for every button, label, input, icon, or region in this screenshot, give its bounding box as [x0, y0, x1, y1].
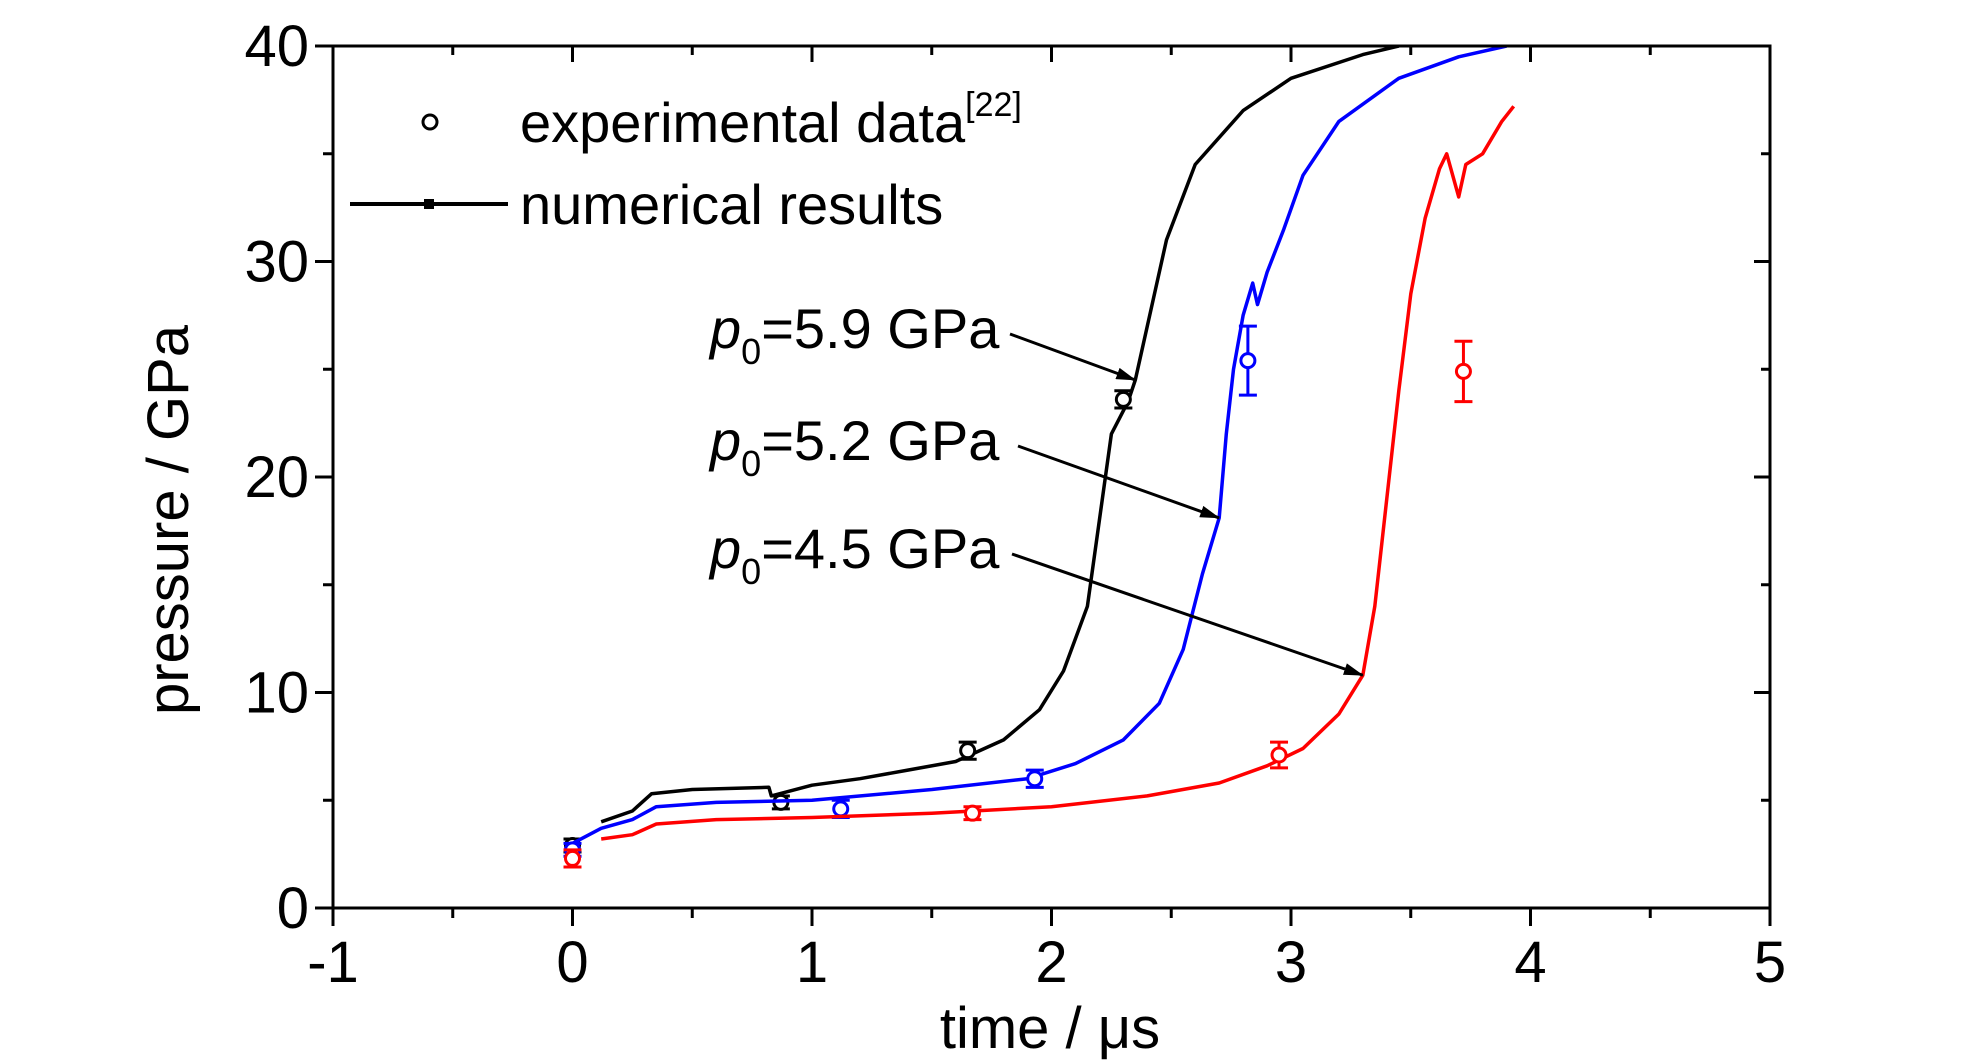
legend-label-experimental: experimental data[22] [520, 86, 1022, 154]
x-tick-label: 5 [1754, 930, 1786, 995]
series-line-0 [600, 46, 1400, 824]
annotation-4-5: p0=4.5 GPa [708, 517, 1000, 592]
data-marker [1454, 362, 1472, 380]
y-tick-label: 40 [244, 14, 309, 79]
annotation-5-9: p0=5.9 GPa [708, 297, 1000, 372]
data-marker [1026, 770, 1044, 788]
experimental-point-2-1 [963, 804, 982, 822]
experimental-point-2-3 [1454, 339, 1473, 404]
experimental-point-1-3 [1238, 324, 1257, 397]
y-axis-title: pressure / GPa [136, 324, 201, 715]
legend-marker-numerical [424, 199, 434, 209]
data-marker [1114, 390, 1132, 408]
data-marker [832, 800, 850, 818]
x-tick-label: 3 [1275, 930, 1307, 995]
y-tick-label: 10 [244, 661, 309, 726]
y-tick-label: 30 [244, 230, 309, 295]
experimental-point-1-2 [1025, 768, 1044, 789]
x-tick-label: -1 [307, 930, 359, 995]
annotation-arrow-2 [1011, 552, 1364, 677]
data-marker [1270, 746, 1288, 764]
x-tick-label: 1 [796, 930, 828, 995]
series-line-1 [571, 46, 1507, 845]
legend-label-numerical: numerical results [520, 173, 943, 236]
experimental-point-2-2 [1270, 740, 1289, 770]
annotation-5-2: p0=5.2 GPa [708, 409, 1000, 484]
x-axis-title: time / μs [940, 996, 1160, 1061]
data-marker [963, 804, 981, 822]
data-marker [959, 742, 977, 760]
legend-marker-experimental [421, 113, 439, 131]
x-tick-label: 4 [1514, 930, 1546, 995]
svg-text:p0=5.2 GPa: p0=5.2 GPa [708, 409, 1000, 484]
legend: experimental data[22] numerical results [350, 86, 1022, 236]
svg-text:p0=4.5 GPa: p0=4.5 GPa [708, 517, 1000, 592]
experimental-point-0-3 [1114, 389, 1133, 410]
x-tick-label: 0 [556, 930, 588, 995]
x-tick-label: 2 [1035, 930, 1067, 995]
data-marker [564, 849, 581, 867]
svg-text:p0=5.9 GPa: p0=5.9 GPa [708, 297, 1000, 372]
y-tick-label: 20 [244, 445, 309, 510]
experimental-point-2-0 [563, 848, 582, 869]
data-marker [1239, 352, 1257, 370]
plot-area [563, 46, 1516, 869]
annotation-arrow-1 [1017, 444, 1221, 520]
annotation-arrow-0 [1009, 332, 1137, 382]
experimental-point-0-2 [958, 740, 977, 761]
y-tick-label: 0 [277, 876, 309, 941]
